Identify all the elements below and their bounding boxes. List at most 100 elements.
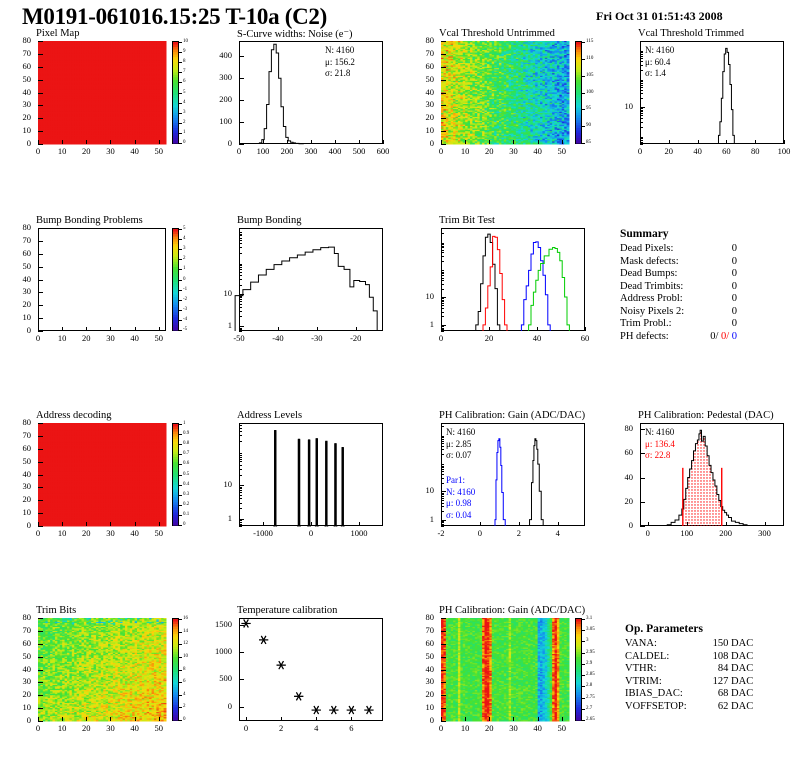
y-axis-minor-tick <box>239 431 242 433</box>
x-axis-tick <box>134 327 136 331</box>
x-axis-label: 0 <box>219 146 259 156</box>
summary-row-label: Trim Probl.: <box>620 318 710 331</box>
y-axis-label: 10 <box>8 702 32 712</box>
colorbar-label: 1 <box>183 130 186 135</box>
summary-row-label: Mask defects: <box>620 256 710 269</box>
y-axis-label: 80 <box>411 35 435 45</box>
y-axis-minor-tick <box>239 297 242 299</box>
plot-bump-bonding[interactable]: Bump Bonding -50 -40 -30 -20 1 10 <box>205 215 391 347</box>
y-axis-minor-tick <box>239 423 242 424</box>
x-axis-label: 2 <box>261 723 301 733</box>
x-axis-label: 0 <box>18 723 58 733</box>
colorbar-label: 115 <box>586 39 593 44</box>
y-axis-minor-tick <box>640 118 643 120</box>
plot-ph-calibration-pedestal[interactable]: PH Calibration: Pedestal (DAC) 0 100 200 300… <box>606 410 792 542</box>
colorbar-label: 2 <box>183 120 186 125</box>
plot-vcal-threshold-untrimmed[interactable]: Vcal Threshold Untrimmed 0 10 20 30 40 50 0 10 20… <box>411 28 597 160</box>
y-axis-label: 70 <box>411 48 435 58</box>
x-axis-label: 20 <box>469 333 509 343</box>
plot-bump-bonding-problems[interactable]: Bump Bonding Problems 0 10 20 30 40 50 0 10 20 30 4… <box>8 215 194 347</box>
plot-trim-bits[interactable]: Trim Bits 0 10 20 30 40 50 0 10 20 30 40 50 60 70 80 16 1… <box>8 605 194 737</box>
plot-canvas <box>234 246 378 331</box>
x-axis-tick <box>316 327 318 331</box>
summary-row: Dead Pixels: 0 <box>620 243 737 256</box>
x-axis-tick <box>110 522 112 526</box>
colorbar-tick <box>582 630 585 632</box>
x-axis-tick <box>441 522 442 526</box>
y-axis-minor-tick <box>239 425 242 427</box>
x-axis-label: 10 <box>42 723 82 733</box>
x-axis-tick <box>537 140 539 144</box>
y-axis-tick <box>38 240 43 242</box>
plot-ph-calibration-gain-map[interactable]: PH Calibration: Gain (ADC/DAC) 0 10 20 30 40 5… <box>411 605 597 737</box>
y-axis-minor-tick <box>239 269 242 271</box>
y-axis-minor-tick <box>441 275 444 277</box>
y-axis-tick <box>441 92 446 94</box>
plot-address-levels[interactable]: Address Levels -1000 0 1000 1 10 <box>205 410 391 542</box>
y-axis-label: 10 <box>8 507 32 517</box>
x-axis-label: 20 <box>66 333 106 343</box>
x-axis-label: 300 <box>291 146 331 156</box>
scatter-marker <box>329 705 339 715</box>
x-axis-tick <box>86 522 88 526</box>
x-axis-tick <box>158 140 160 144</box>
y-axis-minor-tick <box>441 243 444 245</box>
y-axis-minor-tick <box>239 310 242 312</box>
y-axis-minor-tick <box>441 454 444 456</box>
y-axis-label: 70 <box>8 48 32 58</box>
y-axis-minor-tick <box>441 252 444 254</box>
colorbar-label: 2.75 <box>586 695 595 700</box>
y-axis-minor-tick <box>239 468 242 470</box>
y-axis-tick <box>38 118 43 120</box>
plot-canvas <box>666 429 748 526</box>
colorbar-label: 4 <box>183 236 186 241</box>
colorbar-label: 0.9 <box>183 431 189 436</box>
x-axis-tick <box>158 717 160 721</box>
plot-temperature-calibration[interactable]: Temperature calibration 0 2 4 6 0 500 1000 1500 <box>205 605 391 737</box>
op-parameter-value: 108 DAC <box>713 651 754 664</box>
y-axis-minor-tick <box>441 492 444 494</box>
y-axis-minor-tick <box>441 482 444 484</box>
x-axis-tick <box>697 140 699 144</box>
y-axis-minor-tick <box>239 474 242 476</box>
y-axis-minor-tick <box>239 233 242 235</box>
plot-frame <box>640 41 784 144</box>
y-axis-label: 20 <box>606 496 634 506</box>
y-axis-label: 30 <box>8 676 32 686</box>
plot-address-decoding[interactable]: Address decoding 0 10 20 30 40 50 0 10 20 30 40 50 60… <box>8 410 194 542</box>
colorbar-tick <box>179 289 182 291</box>
summary-row-value: 0 <box>710 293 737 306</box>
y-axis-minor-tick <box>441 242 444 244</box>
op-parameter-value: 62 DAC <box>713 701 753 714</box>
plot-ph-calibration-gain-hist[interactable]: PH Calibration: Gain (ADC/DAC) -2 0 2 4 1 10 N:… <box>411 410 597 542</box>
colorbar-tick <box>582 720 585 721</box>
x-axis-label: 0 <box>620 146 660 156</box>
y-axis-minor-tick <box>239 237 242 239</box>
colorbar-label: 6 <box>183 79 186 84</box>
colorbar-tick <box>179 112 182 114</box>
y-axis-label: 1 <box>205 320 232 330</box>
plot-pixel-map[interactable]: Pixel Map 0 10 20 30 40 50 0 10 20 30 40 50 60 70 80 10 9… <box>8 28 194 160</box>
timestamp: Fri Oct 31 01:51:43 2008 <box>596 9 723 24</box>
y-axis-tick <box>239 651 244 653</box>
plot-canvas <box>273 429 345 527</box>
summary-row-value: 0 <box>710 256 737 269</box>
colorbar-tick <box>179 132 182 134</box>
colorbar-label: 0 <box>183 140 186 145</box>
x-axis-tick <box>110 327 112 331</box>
colorbar-tick <box>582 126 585 128</box>
summary-row: Address Probl: 0 <box>620 293 737 306</box>
colorbar <box>172 228 179 331</box>
y-axis-label: 60 <box>8 61 32 71</box>
y-axis-minor-tick <box>640 93 643 95</box>
y-axis-minor-tick <box>441 495 444 497</box>
x-axis-tick <box>263 140 264 144</box>
y-axis-minor-tick <box>441 511 444 513</box>
colorbar-label: 90 <box>586 123 591 128</box>
plot-trim-bit-test[interactable]: Trim Bit Test 0 20 40 60 1 10 <box>411 215 597 347</box>
y-axis-minor-tick <box>239 284 242 286</box>
plot-scurve-widths[interactable]: S-Curve widths: Noise (e⁻) 0 100 200 300 400 5… <box>205 29 391 160</box>
y-axis-minor-tick <box>239 240 242 242</box>
plot-vcal-threshold-trimmed[interactable]: Vcal Threshold Trimmed 0 20 40 60 80 100 10 N: 4… <box>606 28 792 160</box>
colorbar-tick <box>582 42 585 43</box>
